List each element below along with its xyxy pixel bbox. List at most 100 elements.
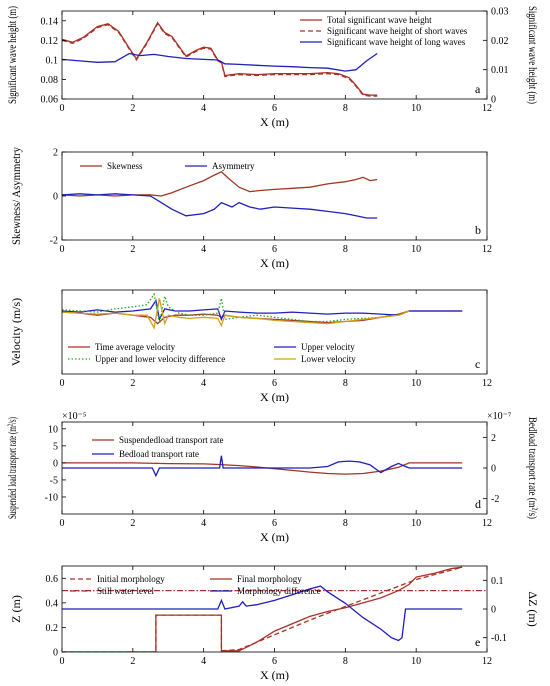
x-tick-label: 10 [411,103,421,114]
x-tick-label: 4 [201,378,206,389]
x-tick-label: 0 [60,103,65,114]
series-line-4 [62,298,410,330]
x-tick-label: 2 [130,103,135,114]
y-axis-label: Velocity (m/s) [9,298,23,366]
y-tick-label: 0.6 [46,574,59,585]
legend-label: Suspendedload transport rate [119,435,223,445]
x-tick-label: 6 [272,656,277,667]
series-group [62,566,487,652]
y-tick-label: 0.14 [41,16,59,27]
panel-c: 0 2 4 6 8 10 12 X (m) Velocity (m/s) c Time averag… [9,289,492,404]
legend-label: Bedload transport rate [119,449,199,459]
x-tick-label: 12 [482,244,492,255]
legend-label: Lower velocity [301,354,356,364]
series-line-4 [62,585,463,642]
series-line-1 [62,171,378,197]
series-line-2 [62,193,378,219]
y-scale-note: ×10⁻⁵ [62,411,86,422]
panel-letter: b [475,223,481,237]
panel-letter: a [475,82,481,96]
x-tick-label: 4 [201,518,206,529]
panel-letter: c [475,357,480,371]
legend-label: Initial morphology [97,574,165,584]
y-tick-label-right: 0.1 [491,576,504,587]
x-tick-label: 8 [343,378,348,389]
x-tick-label: 2 [130,378,135,389]
x-tick-label: 0 [60,378,65,389]
y-tick-label: 0.1 [46,55,59,66]
series-group [62,455,463,478]
x-tick-label: 12 [482,656,492,667]
legend-label: Upper velocity [301,342,355,352]
y-tick-label-right: -0.1 [491,633,507,644]
x-tick-label: 10 [411,244,421,255]
y-tick-label-right: 0.03 [491,7,509,18]
y-tick-label: 0 [53,192,58,203]
series-group [62,171,378,219]
x-tick-label: 8 [343,244,348,255]
x-tick-label: 8 [343,656,348,667]
x-tick-label: 2 [130,518,135,529]
legend-label: Morphology difference [237,586,321,596]
x-axis-label: X (m) [260,530,289,544]
x-axis-label: X (m) [260,256,289,270]
y-tick-label: 2 [53,148,58,159]
x-tick-label: 4 [201,244,206,255]
series-line-3 [62,292,410,324]
y-tick-label: 0.08 [41,75,59,86]
y-axis-label: Significant wave height (m) [5,6,19,104]
panel-letter: d [475,497,481,511]
x-axis-label: X (m) [260,668,289,682]
y-tick-label: 0.06 [41,95,59,106]
x-axis-label: X (m) [260,115,289,129]
x-tick-label: 0 [60,518,65,529]
series-group [62,21,378,97]
x-tick-label: 6 [272,378,277,389]
x-tick-label: 8 [343,518,348,529]
y-tick-label-right: 0 [491,605,496,616]
legend-label: Still water level [97,586,154,596]
legend-label: Skewness [107,161,143,171]
legend-label: Significant wave height of short waves [327,26,468,36]
legend-label: Total significant wave height [327,15,432,25]
y-tick-label: 0.12 [41,36,59,47]
y-tick-label: 10 [48,424,58,435]
y-tick-label: 0.2 [46,623,59,634]
y-axis-label-right: Bedload transport rate (m²/s) [526,417,540,519]
x-tick-label: 12 [482,378,492,389]
y-tick-label-right: 0.01 [491,65,509,76]
series-line-2 [62,455,463,478]
series-line-3 [62,52,378,72]
legend-label: Final morphology [237,574,302,584]
y-tick-label: 5 [53,441,58,452]
y-axis-label-right: ΔZ (m) [526,591,540,626]
series-line-1 [62,462,463,475]
legend-label: Upper and lower velocity difference [95,354,225,364]
panel-letter: e [475,635,480,649]
x-tick-label: 6 [272,103,277,114]
panel-a: 0 2 4 6 8 10 12 X (m) 0.06 0.08 0.1 0.12 0.14 0 0.01 0.… [5,6,540,129]
series-line-2 [62,22,378,97]
legend-label: Asymmetry [212,161,255,171]
x-tick-label: 10 [411,378,421,389]
y-tick-label: 0 [53,648,58,659]
y-axis-label: Suspended load transport rate (m²/s) [5,417,19,519]
x-tick-label: 2 [130,244,135,255]
x-tick-label: 10 [411,518,421,529]
x-tick-label: 8 [343,103,348,114]
x-tick-label: 4 [201,656,206,667]
y-tick-label-right: 0.02 [491,36,509,47]
y-tick-label-right: -2 [491,494,499,505]
series-line-2 [62,298,463,322]
y-tick-label: -2 [50,236,58,247]
x-axis-label: X (m) [260,390,289,404]
y-tick-label: -5 [50,475,58,486]
y-axis-label-right: Significant wave height (m) [526,6,540,104]
y-axis-label: Z (m) [9,595,23,623]
y-tick-label-right: 0 [491,95,496,106]
x-tick-label: 12 [482,518,492,529]
x-tick-label: 12 [482,103,492,114]
y-axis-label: Skewness/ Asymmetry [9,147,23,245]
